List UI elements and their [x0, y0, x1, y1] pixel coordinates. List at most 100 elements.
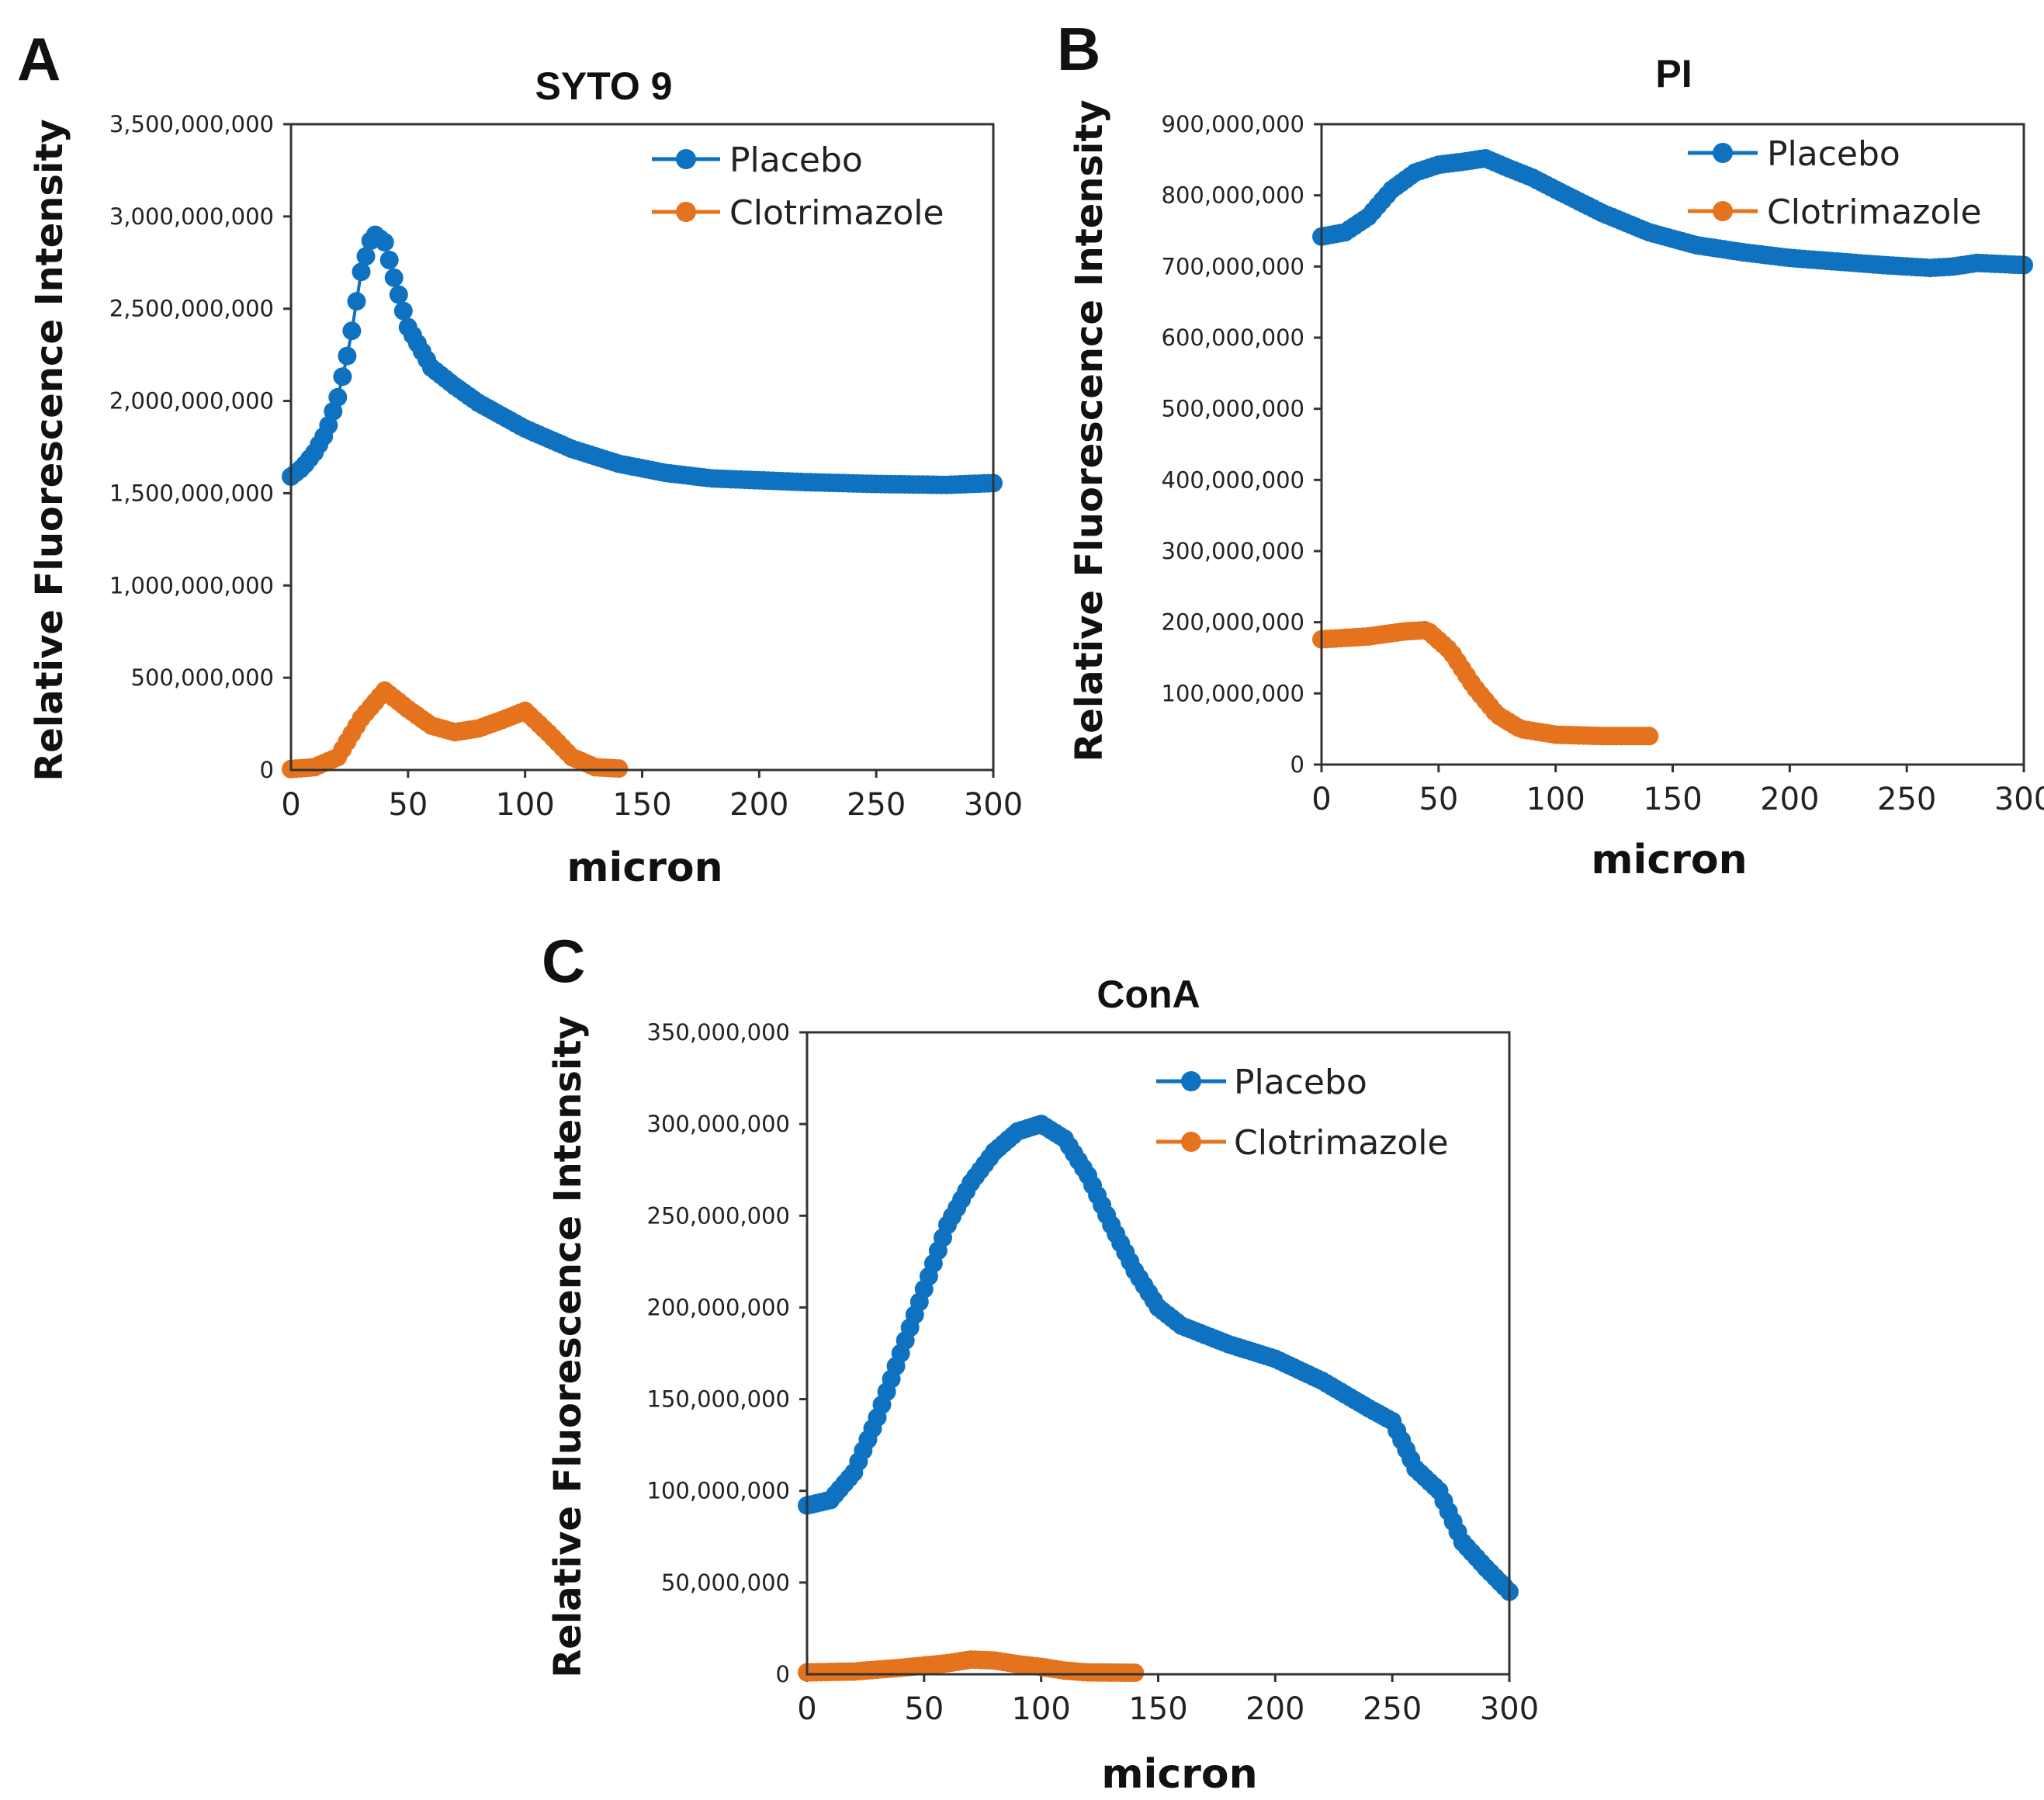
chart-title-syto9: SYTO 9	[535, 64, 673, 108]
plot-frame-syto9	[289, 123, 995, 772]
chart-title-cona: ConA	[1096, 973, 1200, 1016]
legend-item-placebo: Placebo	[1156, 1063, 1367, 1102]
x-tick-label: 50	[1419, 782, 1458, 817]
x-tick-label: 300	[1480, 1691, 1539, 1727]
y-tick-label: 800,000,000	[1162, 182, 1305, 209]
data-point-placebo	[379, 251, 399, 269]
panel-label-a: A	[17, 25, 61, 93]
data-point-placebo	[356, 247, 376, 266]
data-point-placebo	[338, 346, 357, 366]
legend-item-placebo: Placebo	[652, 140, 863, 180]
data-point-placebo	[347, 292, 366, 311]
y-tick-label: 400,000,000	[1162, 466, 1305, 493]
data-point-placebo	[352, 262, 371, 282]
x-tick-label: 0	[281, 787, 300, 823]
x-tick-label: 100	[1526, 782, 1585, 817]
data-point-clotrimazole	[1640, 727, 1659, 746]
x-tick-label: 150	[1643, 782, 1702, 817]
y-tick-label: 200,000,000	[1162, 609, 1305, 636]
x-tick-label: 250	[1877, 782, 1936, 817]
y-tick-label: 900,000,000	[1162, 111, 1305, 137]
legend-marker-placebo	[1181, 1071, 1201, 1091]
ticks-cona: 0 50,000,000 100,000,000 150,000,000 200,000…	[647, 1019, 1540, 1727]
y-tick-label: 50,000,000	[661, 1569, 790, 1596]
legend-label-placebo: Placebo	[1234, 1063, 1367, 1102]
chart-syto9: SYTO 9 Relative Fluorescence Intensity m…	[28, 64, 1023, 891]
y-tick-label: 3,000,000,000	[109, 203, 274, 230]
legend-marker-clotrimazole	[1713, 201, 1733, 221]
series-pi	[1312, 149, 2033, 746]
x-tick-label: 0	[797, 1691, 816, 1727]
y-tick-label: 0	[260, 757, 274, 783]
y-tick-label: 1,500,000,000	[109, 480, 274, 506]
legend-label-placebo: Placebo	[729, 140, 863, 180]
ticks-syto9: 0 500,000,000 1,000,000,000 1,500,000,000 2,…	[109, 111, 1023, 823]
x-tick-label: 0	[1311, 782, 1331, 817]
x-tick-label: 250	[1363, 1691, 1422, 1727]
x-tick-label: 100	[1011, 1691, 1070, 1727]
y-tick-label: 150,000,000	[647, 1386, 791, 1413]
x-axis-label-cona: micron	[1101, 1751, 1257, 1798]
legend-item-placebo: Placebo	[1688, 134, 1900, 174]
y-tick-label: 100,000,000	[647, 1478, 791, 1504]
legend-marker-clotrimazole	[1181, 1132, 1201, 1152]
legend-item-clotrimazole: Clotrimazole	[1156, 1123, 1449, 1163]
legend-syto9: Placebo Clotrimazole	[652, 140, 944, 233]
x-axis-label-syto9: micron	[566, 845, 722, 891]
chart-cona: ConA Relative Fluorescence Intensity mic…	[546, 973, 1539, 1798]
ticks-pi: 0 100,000,000 200,000,000 300,000,000 400,00…	[1162, 111, 2044, 817]
series-line-placebo	[806, 1122, 1511, 1594]
x-tick-label: 200	[729, 787, 788, 823]
y-tick-label: 700,000,000	[1162, 253, 1305, 279]
y-tick-label: 1,000,000,000	[109, 572, 274, 598]
data-point-placebo	[328, 387, 348, 407]
x-tick-label: 200	[1245, 1691, 1304, 1727]
plot-frame-cona	[805, 1031, 1511, 1676]
x-tick-label: 150	[1128, 1691, 1187, 1727]
legend-item-clotrimazole: Clotrimazole	[1688, 192, 1982, 232]
panel-label-b: B	[1057, 15, 1100, 83]
data-point-placebo	[389, 285, 408, 304]
legend-marker-clotrimazole	[676, 202, 696, 222]
series-line-clotrimazole	[1321, 628, 1650, 738]
data-point-placebo	[324, 401, 343, 421]
x-tick-label: 50	[904, 1691, 944, 1727]
y-tick-label: 500,000,000	[131, 664, 275, 691]
y-tick-label: 250,000,000	[647, 1202, 791, 1229]
x-tick-label: 150	[612, 787, 671, 823]
y-axis-label-syto9: Relative Fluorescence Intensity	[28, 119, 71, 781]
legend-pi: Placebo Clotrimazole	[1688, 134, 1982, 232]
data-point-clotrimazole	[1125, 1663, 1145, 1683]
series-syto9	[282, 225, 1003, 779]
x-tick-label: 300	[964, 787, 1023, 823]
y-tick-label: 3,500,000,000	[109, 111, 274, 137]
y-tick-label: 2,500,000,000	[109, 296, 274, 322]
data-point-placebo	[384, 268, 404, 287]
data-point-clotrimazole	[609, 759, 629, 779]
series-cona	[798, 1115, 1519, 1683]
legend-label-placebo: Placebo	[1767, 134, 1900, 174]
y-tick-label: 350,000,000	[647, 1019, 791, 1046]
chart-pi: PI Relative Fluorescence Intensity micro…	[1068, 52, 2044, 883]
y-tick-label: 2,000,000,000	[109, 388, 274, 414]
y-tick-label: 300,000,000	[1162, 538, 1305, 564]
legend-marker-placebo	[1713, 143, 1733, 163]
y-axis-label-cona: Relative Fluorescence Intensity	[546, 1015, 590, 1677]
plot-frame-pi	[1320, 123, 2025, 766]
legend-label-clotrimazole: Clotrimazole	[1767, 192, 1982, 232]
y-tick-label: 600,000,000	[1162, 324, 1305, 351]
legend-cona: Placebo Clotrimazole	[1156, 1063, 1449, 1163]
x-tick-label: 50	[388, 787, 428, 823]
x-axis-label-pi: micron	[1591, 837, 1747, 883]
legend-marker-placebo	[676, 149, 696, 169]
x-tick-label: 250	[847, 787, 906, 823]
y-tick-label: 100,000,000	[1162, 680, 1305, 706]
x-tick-label: 300	[1994, 782, 2044, 817]
data-point-placebo	[375, 233, 394, 252]
panel-label-c: C	[542, 927, 585, 995]
data-point-placebo	[333, 367, 352, 387]
y-axis-label-pi: Relative Fluorescence Intensity	[1068, 99, 1111, 761]
data-point-placebo	[393, 301, 413, 321]
y-tick-label: 300,000,000	[647, 1111, 791, 1137]
